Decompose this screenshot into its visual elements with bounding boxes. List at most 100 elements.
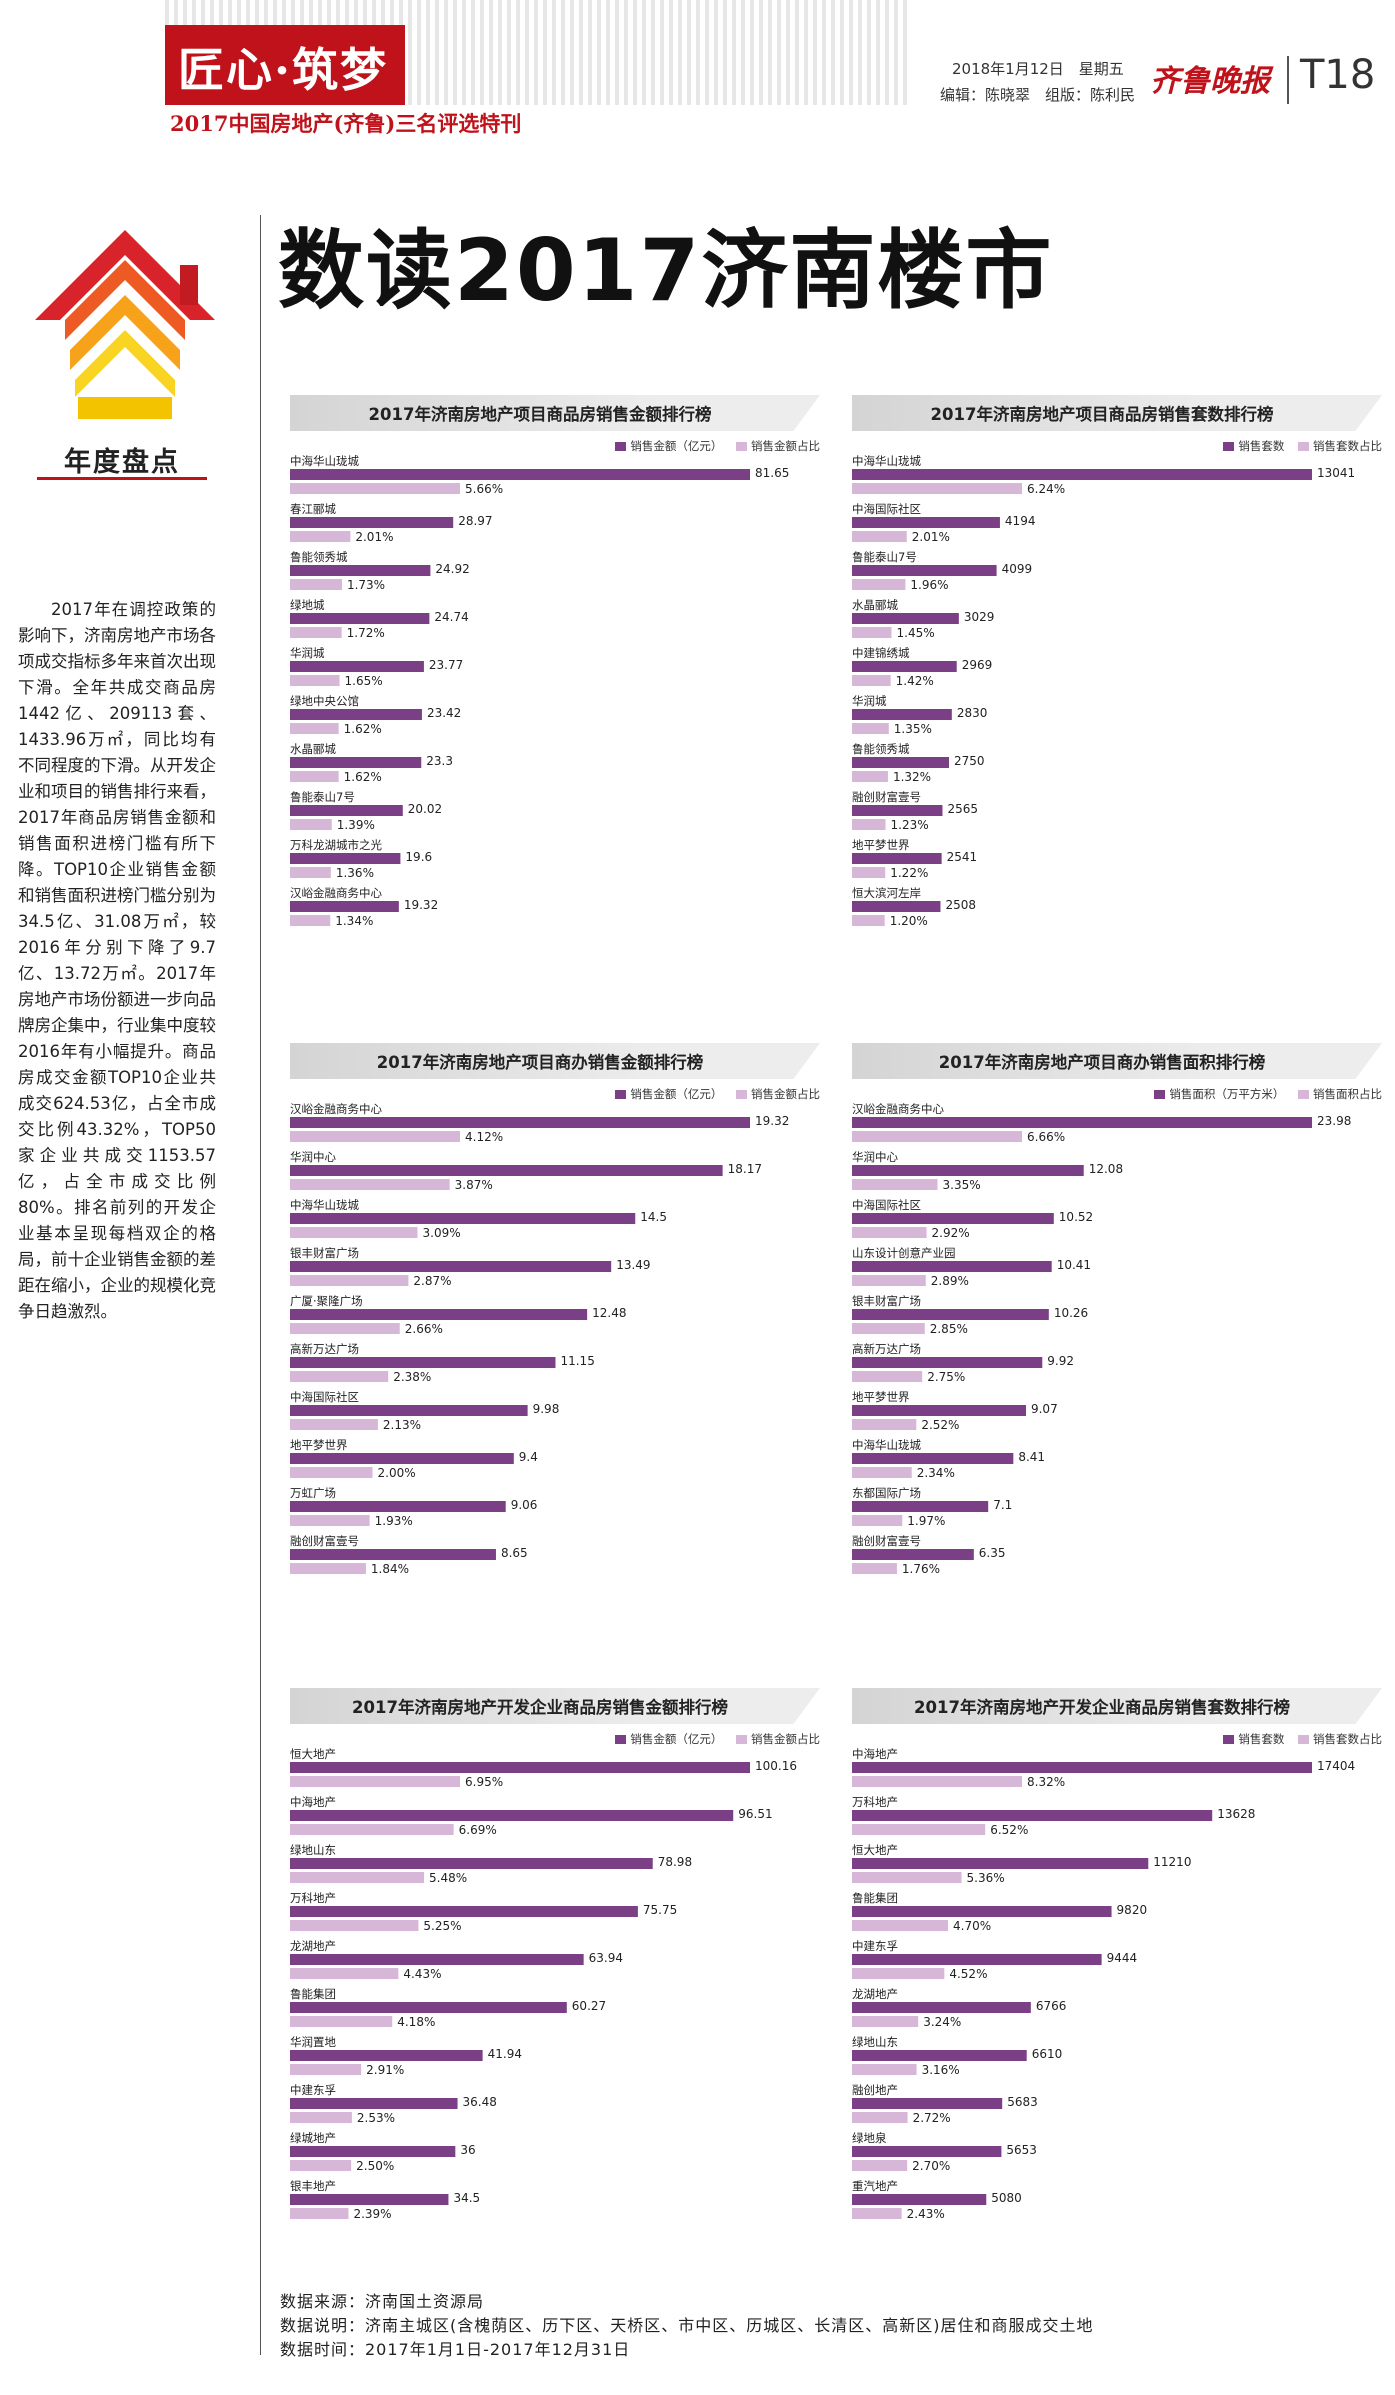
value-label: 12.48 <box>592 1306 626 1320</box>
share-label: 1.93% <box>375 1514 413 1528</box>
category-label: 中海华山珑城 <box>290 1198 359 1212</box>
value-label: 2830 <box>957 706 988 720</box>
share-label: 5.48% <box>429 1871 467 1885</box>
category-label: 绿地山东 <box>852 2035 898 2049</box>
category-label: 融创财富壹号 <box>852 790 921 804</box>
bar-share <box>290 723 339 734</box>
category-label: 山东设计创意产业园 <box>852 1246 956 1260</box>
value-label: 28.97 <box>458 514 492 528</box>
legend-label-primary: 销售金额（亿元） <box>630 439 723 453</box>
legend-label-secondary: 销售金额占比 <box>751 439 820 453</box>
house-logo-icon <box>35 230 215 419</box>
value-label: 9.4 <box>519 1450 538 1464</box>
share-label: 2.01% <box>355 530 393 544</box>
share-label: 2.87% <box>413 1274 451 1288</box>
legend-swatch-secondary <box>1298 442 1309 451</box>
bar-value <box>852 853 942 864</box>
bar-share <box>852 2064 917 2075</box>
value-label: 2969 <box>962 658 993 672</box>
bar-chart: 中海地产 17404 8.32% 万科地产 13628 6.52% 恒大地产 11210 5.3… <box>852 1747 1355 2221</box>
bar-value <box>290 661 424 672</box>
issue-date: 2018年1月12日 星期五 <box>952 60 1124 78</box>
bar-share <box>290 2208 349 2219</box>
legend-label-primary: 销售金额（亿元） <box>630 1732 723 1746</box>
bar-share <box>852 771 888 782</box>
legend-item-primary: 销售金额（亿元） <box>615 1731 722 1747</box>
bar-share <box>290 1968 399 1979</box>
value-label: 81.65 <box>755 466 789 480</box>
category-label: 恒大地产 <box>290 1747 336 1761</box>
legend-swatch-secondary <box>736 442 747 451</box>
chart-panel-commercial-sales-area: 2017年济南房地产项目商办销售面积排行榜 销售面积（万平方米） 销售面积占比 … <box>852 1043 1382 1603</box>
category-label: 高新万达广场 <box>852 1342 921 1356</box>
chart-panel-developer-sales-amount: 2017年济南房地产开发企业商品房销售金额排行榜 销售金额（亿元） 销售金额占比… <box>290 1688 820 2248</box>
legend-swatch-primary <box>615 1090 627 1099</box>
category-label: 绿地泉 <box>852 2131 887 2145</box>
legend-swatch-secondary <box>736 1735 747 1744</box>
bar-value <box>290 2002 567 2013</box>
value-label: 63.94 <box>589 1951 623 1965</box>
share-label: 5.36% <box>967 1871 1005 1885</box>
share-label: 6.69% <box>459 1823 497 1837</box>
share-label: 3.24% <box>923 2015 961 2029</box>
bar-share <box>852 2208 902 2219</box>
share-label: 4.43% <box>403 1967 441 1981</box>
share-label: 1.76% <box>902 1562 940 1576</box>
category-label: 鲁能集团 <box>290 1987 336 2001</box>
bar-value <box>852 2194 987 2205</box>
chart-panel-project-sales-amount: 2017年济南房地产项目商品房销售金额排行榜 销售金额（亿元） 销售金额占比 中… <box>290 395 820 955</box>
bar-share <box>852 867 886 878</box>
section-tag: 年度盘点 <box>37 440 207 480</box>
category-label: 鲁能泰山7号 <box>290 790 355 804</box>
masthead-title: 匠心·筑梦 <box>178 43 389 97</box>
bar-share <box>852 1515 903 1526</box>
bar-value <box>852 517 1000 528</box>
share-label: 1.23% <box>891 818 929 832</box>
share-label: 2.92% <box>932 1226 970 1240</box>
bar-share <box>852 1563 897 1574</box>
legend-swatch-primary <box>1154 1090 1166 1099</box>
legend-item-secondary: 销售金额占比 <box>736 1731 820 1747</box>
share-label: 2.66% <box>405 1322 443 1336</box>
legend-swatch-secondary <box>736 1090 747 1099</box>
bar-value <box>852 1549 974 1560</box>
bar-value <box>852 661 957 672</box>
category-label: 鲁能集团 <box>852 1891 898 1905</box>
bar-value <box>290 1117 750 1128</box>
share-label: 3.35% <box>943 1178 981 1192</box>
chart-title-bar <box>852 395 1382 431</box>
category-label: 重汽地产 <box>852 2179 898 2193</box>
bar-value <box>852 805 943 816</box>
value-label: 2508 <box>945 898 976 912</box>
value-label: 10.26 <box>1054 1306 1088 1320</box>
category-label: 龙湖地产 <box>290 1939 336 1953</box>
category-label: 水晶郦城 <box>852 598 898 612</box>
legend-label-secondary: 销售套数占比 <box>1313 1732 1382 1746</box>
value-label: 9.92 <box>1047 1354 1074 1368</box>
value-label: 5653 <box>1006 2143 1037 2157</box>
bar-share <box>852 1323 925 1334</box>
value-label: 60.27 <box>572 1999 606 2013</box>
value-label: 34.5 <box>453 2191 480 2205</box>
data-footnote: 数据来源：济南国土资源局 数据说明：济南主城区(含槐荫区、历下区、天桥区、市中区… <box>280 2290 1094 2362</box>
value-label: 78.98 <box>658 1855 692 1869</box>
share-label: 1.96% <box>910 578 948 592</box>
data-source: 数据来源：济南国土资源局 <box>280 2292 485 2311</box>
share-label: 4.12% <box>465 1130 503 1144</box>
bar-share <box>852 1275 926 1286</box>
share-label: 2.39% <box>353 2207 391 2221</box>
category-label: 绿地城 <box>290 598 325 612</box>
bar-share <box>290 627 342 638</box>
bar-share <box>852 915 885 926</box>
category-label: 绿城地产 <box>290 2131 336 2145</box>
value-label: 3029 <box>964 610 995 624</box>
bar-value <box>290 2050 483 2061</box>
share-label: 1.35% <box>894 722 932 736</box>
category-label: 恒大地产 <box>852 1843 898 1857</box>
bar-value <box>852 1954 1102 1965</box>
share-label: 3.87% <box>455 1178 493 1192</box>
bar-value <box>290 469 750 480</box>
legend-label-secondary: 销售面积占比 <box>1313 1087 1382 1101</box>
value-label: 8.65 <box>501 1546 528 1560</box>
bar-share <box>852 1227 927 1238</box>
